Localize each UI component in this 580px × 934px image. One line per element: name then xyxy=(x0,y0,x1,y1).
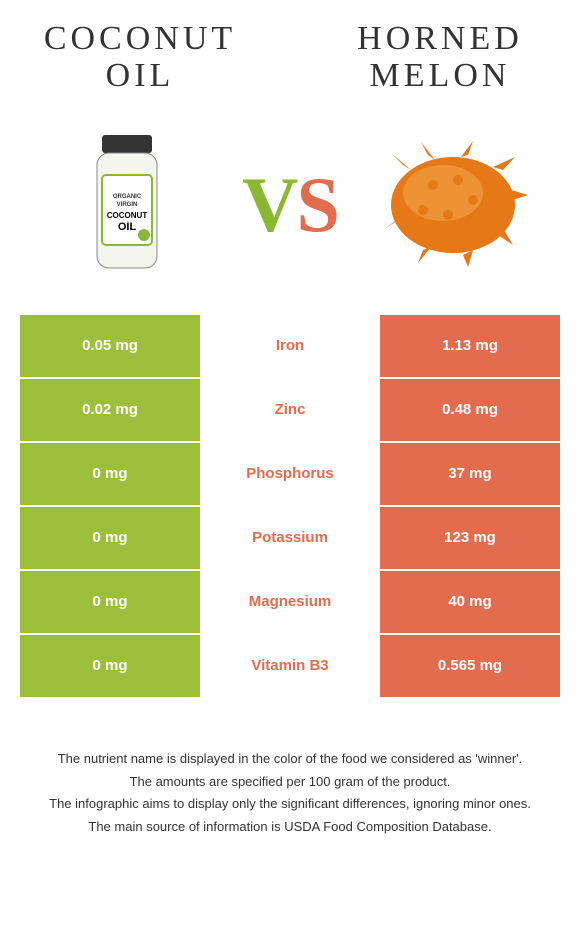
footer-line3: The infographic aims to display only the… xyxy=(20,794,560,815)
footer-notes: The nutrient name is displayed in the co… xyxy=(0,699,580,838)
footer-line4: The main source of information is USDA F… xyxy=(20,817,560,838)
left-title-line1: Coconut xyxy=(44,20,236,57)
table-row: 0.05 mgIron1.13 mg xyxy=(20,315,560,377)
table-row: 0 mgPotassium123 mg xyxy=(20,507,560,569)
cell-label: Vitamin B3 xyxy=(200,635,380,697)
horned-melon-image xyxy=(373,120,533,290)
cell-label: Potassium xyxy=(200,507,380,569)
nutrient-table: 0.05 mgIron1.13 mg0.02 mgZinc0.48 mg0 mg… xyxy=(0,315,580,697)
table-row: 0 mgMagnesium40 mg xyxy=(20,571,560,633)
cell-left: 0 mg xyxy=(20,571,200,633)
svg-text:VIRGIN: VIRGIN xyxy=(117,202,138,208)
cell-left: 0 mg xyxy=(20,443,200,505)
svg-text:ORGANIC: ORGANIC xyxy=(113,194,142,200)
cell-left: 0.05 mg xyxy=(20,315,200,377)
cell-label: Phosphorus xyxy=(200,443,380,505)
right-title-line2: melon xyxy=(370,57,511,94)
right-title-line1: Horned xyxy=(357,20,523,57)
cell-label: Magnesium xyxy=(200,571,380,633)
svg-text:OIL: OIL xyxy=(118,221,137,233)
svg-text:COCONUT: COCONUT xyxy=(107,211,148,220)
cell-right: 1.13 mg xyxy=(380,315,560,377)
cell-label: Iron xyxy=(200,315,380,377)
table-row: 0.02 mgZinc0.48 mg xyxy=(20,379,560,441)
cell-right: 0.565 mg xyxy=(380,635,560,697)
cell-right: 123 mg xyxy=(380,507,560,569)
cell-right: 37 mg xyxy=(380,443,560,505)
footer-line1: The nutrient name is displayed in the co… xyxy=(20,749,560,770)
cell-label: Zinc xyxy=(200,379,380,441)
table-row: 0 mgVitamin B30.565 mg xyxy=(20,635,560,697)
vs-s: S xyxy=(296,161,337,248)
coconut-oil-image: ORGANIC VIRGIN COCONUT OIL xyxy=(47,120,207,290)
cell-left: 0.02 mg xyxy=(20,379,200,441)
images-row: ORGANIC VIRGIN COCONUT OIL VS xyxy=(0,105,580,315)
cell-left: 0 mg xyxy=(20,507,200,569)
left-title: Coconut oil xyxy=(40,20,240,95)
vs-v: V xyxy=(242,161,296,248)
right-title: Horned melon xyxy=(340,20,540,95)
table-row: 0 mgPhosphorus37 mg xyxy=(20,443,560,505)
vs-text: VS xyxy=(242,160,338,250)
cell-right: 0.48 mg xyxy=(380,379,560,441)
header: Coconut oil Horned melon xyxy=(0,0,580,105)
cell-right: 40 mg xyxy=(380,571,560,633)
cell-left: 0 mg xyxy=(20,635,200,697)
footer-line2: The amounts are specified per 100 gram o… xyxy=(20,772,560,793)
left-title-line2: oil xyxy=(106,57,175,94)
